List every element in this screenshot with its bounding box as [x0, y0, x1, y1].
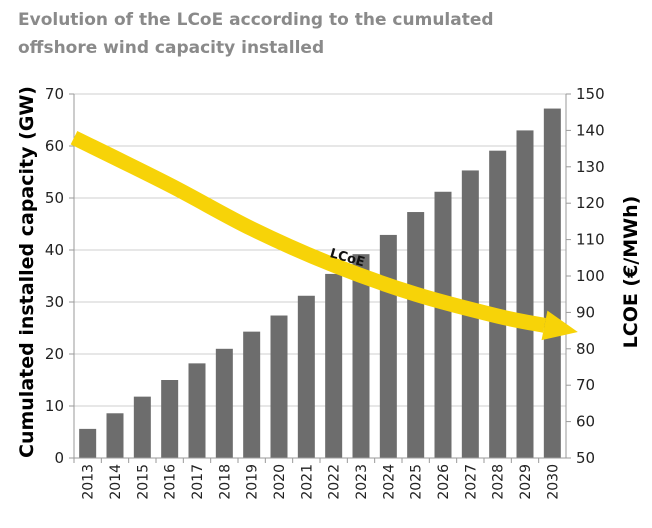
bar-2015: [133, 396, 151, 458]
x-tick-label: 2018: [217, 464, 233, 500]
bar-2030: [543, 108, 561, 458]
right-y-axis: 50 60 70 80 90 100 110 120 130 140 150: [566, 85, 605, 467]
x-axis: 2013 2014 2015 2016 2017 2018 2019 2020 2021 2022…: [73, 458, 561, 500]
right-tick-label: 140: [576, 121, 605, 139]
left-tick-label: 40: [45, 241, 64, 259]
left-tick-label: 50: [45, 189, 64, 207]
x-tick-label: 2025: [409, 464, 425, 500]
left-y-axis: 0 10 20 30 40 50 60 70: [45, 85, 74, 467]
left-tick-label: 70: [45, 85, 64, 103]
right-tick-label: 120: [576, 194, 605, 212]
bar-2025: [407, 212, 425, 458]
bar-2022: [325, 273, 343, 458]
chart-title-line-2: offshore wind capacity installed: [18, 38, 325, 58]
bar-2019: [243, 331, 261, 458]
right-tick-label: 80: [576, 340, 595, 358]
x-tick-label: 2013: [81, 464, 97, 500]
right-tick-label: 70: [576, 376, 595, 394]
bar-2018: [215, 348, 233, 458]
left-tick-label: 0: [54, 449, 64, 467]
x-tick-label: 2029: [518, 464, 534, 500]
chart-title: Evolution of the LCoE according to the c…: [18, 6, 638, 62]
lcoe-line: [70, 130, 546, 333]
left-tick-label: 60: [45, 137, 64, 155]
bar-2017: [188, 363, 206, 458]
left-axis-title: Cumulated installed capacity (GW): [16, 86, 38, 458]
right-tick-label: 60: [576, 413, 595, 431]
right-tick-label: 90: [576, 303, 595, 321]
x-tick-label: 2027: [463, 464, 479, 500]
bar-2016: [161, 380, 179, 458]
bar-2021: [297, 295, 315, 458]
gridlines: [74, 93, 566, 407]
right-tick-label: 150: [576, 85, 605, 103]
right-tick-label: 110: [576, 231, 605, 249]
bar-2014: [106, 413, 124, 458]
left-tick-label: 20: [45, 345, 64, 363]
x-tick-label: 2023: [354, 464, 370, 500]
bar-2024: [379, 234, 397, 458]
bar-2028: [489, 150, 507, 458]
right-tick-label: 100: [576, 267, 605, 285]
chart-title-line-1: Evolution of the LCoE according to the c…: [18, 10, 494, 30]
x-tick-label: 2024: [381, 464, 397, 500]
x-tick-label: 2022: [327, 464, 343, 500]
x-tick-label: 2016: [163, 464, 179, 500]
bar-2029: [516, 130, 534, 458]
bar-2023: [352, 254, 370, 458]
x-tick-label: 2021: [299, 464, 315, 500]
x-tick-label: 2017: [190, 464, 206, 500]
right-axis-title: LCOE (€/MWh): [620, 196, 642, 349]
left-tick-label: 30: [45, 293, 64, 311]
x-tick-label: 2030: [545, 464, 561, 500]
right-tick-label: 50: [576, 449, 595, 467]
lcoe-arrowhead: [541, 310, 578, 341]
bar-2013: [79, 428, 97, 458]
right-tick-label: 130: [576, 158, 605, 176]
x-tick-label: 2019: [245, 464, 261, 500]
bar-2026: [434, 191, 452, 458]
x-tick-label: 2020: [272, 464, 288, 500]
lcoe-line-series: LCoE: [70, 130, 578, 341]
x-tick-label: 2028: [491, 464, 507, 500]
left-tick-label: 10: [45, 397, 64, 415]
bar-2020: [270, 315, 288, 458]
x-tick-label: 2026: [436, 464, 452, 500]
x-tick-label: 2015: [135, 464, 151, 500]
x-tick-label: 2014: [108, 464, 124, 500]
